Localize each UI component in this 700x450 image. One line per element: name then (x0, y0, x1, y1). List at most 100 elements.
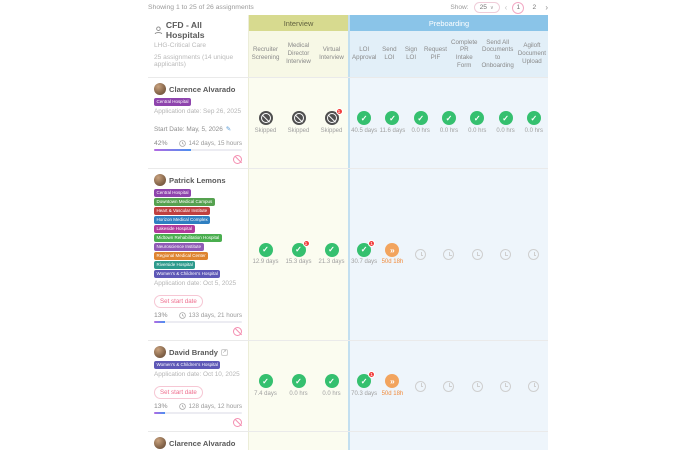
position-title[interactable]: CFD - All Hospitals (165, 20, 205, 40)
status-cell: Skipped (350, 432, 378, 450)
pending-status-icon[interactable] (471, 380, 483, 392)
done-status-icon[interactable]: ✓ (291, 242, 306, 257)
pending-status-icon[interactable] (443, 249, 455, 260)
status-cell (435, 169, 463, 340)
pending-status-icon[interactable] (415, 249, 427, 260)
skipped-status-icon[interactable] (258, 111, 273, 126)
done-status-icon[interactable]: ✓ (258, 374, 273, 389)
hospital-badges: Central Hospital (154, 98, 242, 106)
progress-percent: 13% (154, 311, 168, 319)
table-header: CFD - All Hospitals LHG-Critical Care 25… (148, 15, 548, 77)
cancel-assignment-icon[interactable] (233, 327, 242, 336)
status-cell (520, 341, 548, 431)
skipped-status-icon[interactable] (324, 111, 339, 126)
pending-status-icon[interactable] (528, 380, 540, 392)
showing-results-text: Showing 1 to 25 of 26 assignments (148, 4, 254, 11)
status-duration-label: 11.6 days (379, 127, 406, 134)
status-duration-label: 0.0 hrs (289, 390, 308, 397)
status-cell: Skipped (435, 432, 463, 450)
status-cell: ✓ 1 15.3 days (282, 169, 315, 340)
progress-percent: 13% (154, 402, 168, 410)
column-header: Sign LOI (404, 46, 418, 61)
done-status-icon[interactable]: ✓ (291, 374, 306, 389)
status-iconwrap: ✓ (441, 111, 456, 126)
hospital-badge: Heart & Vascular Institute (154, 207, 210, 215)
status-duration-label: 0.0 hrs (496, 127, 515, 134)
pending-status-icon[interactable] (500, 380, 512, 392)
pending-status-icon[interactable] (500, 249, 512, 260)
done-status-icon[interactable]: ✓ (324, 374, 339, 389)
status-cell: Skipped (282, 432, 315, 450)
status-cell: ✓ 21.3 days (315, 169, 348, 340)
set-start-date-button[interactable]: Set start date (154, 385, 203, 399)
applicant-name[interactable]: Clarence Alvarado (169, 438, 236, 448)
column-header: Send All Documents to Onboarding (481, 38, 514, 69)
cancel-assignment-icon[interactable] (233, 418, 242, 427)
hospital-badge: Midtown Rehabilitation Hospital (154, 234, 222, 242)
done-status-icon[interactable]: ✓ (470, 111, 485, 126)
status-iconwrap: ✓ (324, 374, 339, 389)
preboarding-statuses: ✓ 40.5 days ✓ 11.6 days ✓ 0.0 hrs ✓ 0.0 hrs ✓ 0.0… (348, 78, 548, 168)
set-start-date-button[interactable]: Set start date (154, 294, 203, 308)
skipped-status-icon[interactable] (291, 111, 306, 126)
pagination-prev-icon[interactable]: ‹ (504, 2, 508, 12)
hospital-badge: Central Hospital (154, 189, 192, 197)
pagination-page-1[interactable]: 1 (512, 1, 525, 14)
preboarding-column-headers: LOI Approval Send LOI Sign LOI Request PIF C… (350, 31, 548, 77)
elapsed-duration: 128 days, 12 hours (179, 403, 242, 410)
done-status-icon[interactable]: ✓ (526, 111, 541, 126)
done-status-icon[interactable]: ✓ (324, 242, 339, 257)
inprogress-status-icon[interactable]: » (385, 242, 400, 257)
inprogress-status-icon[interactable]: » (385, 374, 400, 389)
status-cell (407, 169, 435, 340)
pending-status-icon[interactable] (528, 249, 540, 260)
done-status-icon[interactable]: ✓ (357, 374, 372, 389)
status-duration-label: 50d 18h (381, 390, 404, 397)
status-duration-label: Skipped (254, 127, 277, 134)
done-status-icon[interactable]: ✓ (385, 111, 400, 126)
pagination-next-icon[interactable]: › (545, 2, 548, 12)
elapsed-duration: 133 days, 21 hours (179, 312, 242, 319)
assignment-row: Patrick Lemons Central Hospital Downtown … (148, 168, 548, 340)
preboarding-statuses: ✓ 1 70.3 days » 50d 18h (348, 341, 548, 431)
status-iconwrap: ✓ (357, 111, 372, 126)
applicant-name[interactable]: Patrick Lemons (169, 175, 226, 185)
pending-status-icon[interactable] (415, 380, 427, 392)
pending-status-icon[interactable] (443, 380, 455, 392)
done-status-icon[interactable]: ✓ (357, 111, 372, 126)
done-status-icon[interactable]: ✓ (357, 242, 372, 257)
status-iconwrap (500, 249, 512, 260)
done-status-icon[interactable]: ✓ (498, 111, 513, 126)
status-cell: ✓ 12.9 days (249, 169, 282, 340)
status-cell: ✓ 11.6 days (378, 78, 406, 168)
status-iconwrap: ✓ (324, 242, 339, 257)
pagination-page-2[interactable]: 2 (532, 4, 537, 11)
start-date-line: Start Date: May, 5, 2026 ✎ (154, 118, 242, 136)
pending-status-icon[interactable] (471, 249, 483, 260)
interview-statuses: Skipped Skipped 1 Skipped (248, 78, 348, 168)
applicant-name[interactable]: David Brandy (169, 347, 218, 357)
column-header: Complete PR Intake Form (451, 38, 478, 69)
status-cell: Skipped (407, 432, 435, 450)
interview-statuses: ✓ 12.9 days ✓ 1 15.3 days ✓ 21.3 days (248, 169, 348, 340)
preboarding-statuses: ✓ 1 30.7 days » 50d 18h (348, 169, 548, 340)
applicant-name[interactable]: Clarence Alvarado (169, 84, 236, 94)
column-header: Request PIF (423, 46, 447, 61)
status-cell: ✓ 0.0 hrs (282, 341, 315, 431)
page-size-select[interactable]: 25 ∨ (473, 2, 500, 13)
avatar (154, 83, 166, 95)
done-status-icon[interactable]: ✓ (258, 242, 273, 257)
applicant-cell: Clarence Alvarado Downtown Medical Campu… (148, 432, 248, 450)
external-link-icon[interactable]: ↗ (220, 348, 228, 356)
edit-start-date-icon[interactable]: ✎ (225, 125, 232, 133)
status-duration-label: 70.3 days (351, 390, 378, 397)
cancel-assignment-icon[interactable] (233, 155, 242, 164)
status-cell: ✓ 0.0 hrs (491, 78, 519, 168)
status-cell: ✓ 1 70.3 days (350, 341, 378, 431)
done-status-icon[interactable]: ✓ (441, 111, 456, 126)
status-iconwrap: » (385, 242, 400, 257)
status-cell: Skipped (520, 432, 548, 450)
done-status-icon[interactable]: ✓ (413, 111, 428, 126)
status-cell: Skipped (491, 432, 519, 450)
status-iconwrap: ✓ (470, 111, 485, 126)
